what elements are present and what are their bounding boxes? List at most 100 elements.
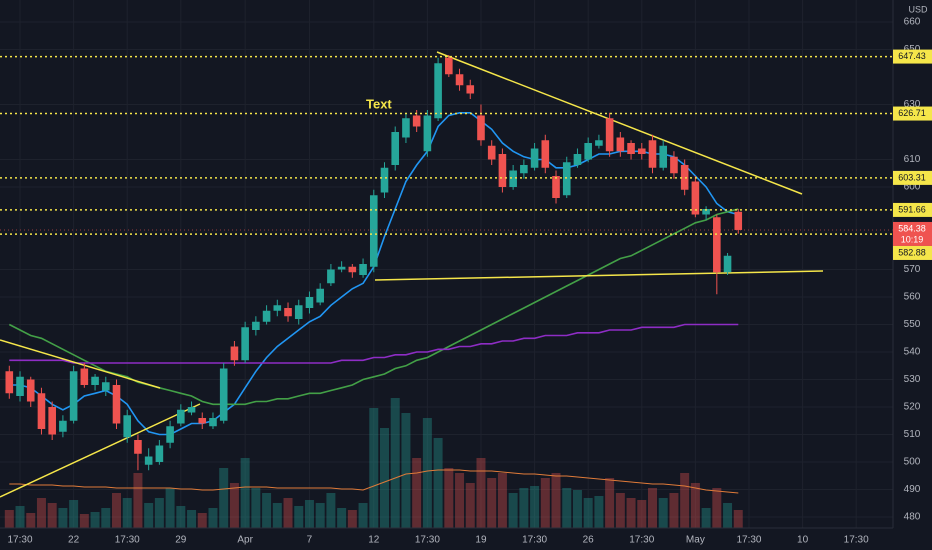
y-tick-label: 520 bbox=[904, 402, 921, 413]
candle-body bbox=[91, 376, 99, 385]
level-label: 591.66 bbox=[898, 204, 926, 214]
candle-body bbox=[5, 371, 14, 394]
candle-body bbox=[187, 407, 196, 413]
candle-body bbox=[455, 74, 464, 86]
annotation: Text bbox=[366, 96, 392, 111]
candle-body bbox=[294, 305, 303, 319]
candle-body bbox=[659, 145, 668, 168]
candle-body bbox=[155, 445, 164, 462]
volume-bar bbox=[380, 428, 389, 528]
volume-bar bbox=[133, 473, 143, 528]
volume-bar bbox=[669, 493, 679, 528]
volume-bar bbox=[626, 498, 636, 528]
candle-body bbox=[101, 382, 110, 391]
y-tick-label: 630 bbox=[904, 99, 921, 110]
candle-body bbox=[369, 195, 378, 267]
candle-body bbox=[209, 418, 217, 427]
candle-body bbox=[702, 209, 710, 215]
trend-line bbox=[436, 51, 803, 195]
candle-body bbox=[123, 415, 132, 438]
volume-bar bbox=[401, 413, 411, 528]
volume-bar bbox=[144, 503, 154, 528]
candle-body bbox=[616, 137, 625, 152]
candle-body bbox=[402, 118, 410, 138]
candle-body bbox=[337, 266, 346, 270]
candle-body bbox=[627, 143, 635, 154]
level-box bbox=[893, 106, 932, 121]
level-label: 647.43 bbox=[898, 51, 926, 61]
candle-body bbox=[412, 115, 421, 127]
candle-body bbox=[284, 308, 292, 317]
candle-body bbox=[112, 385, 121, 424]
candle-body bbox=[691, 181, 700, 215]
x-tick-label: 17:30 bbox=[115, 535, 140, 546]
volume-bar bbox=[36, 498, 46, 528]
candle-body bbox=[316, 288, 324, 303]
candle-body bbox=[305, 297, 314, 308]
y-tick-label: 490 bbox=[904, 484, 921, 495]
candle-body bbox=[648, 140, 657, 168]
volume-bar bbox=[69, 500, 79, 528]
y-tick-label: 510 bbox=[904, 429, 921, 440]
volume-bar bbox=[347, 510, 357, 528]
volume-bar bbox=[337, 508, 347, 528]
candle-body bbox=[584, 143, 592, 160]
volume-bar bbox=[58, 508, 68, 528]
volume-bar bbox=[723, 503, 733, 528]
candle-body bbox=[80, 368, 89, 385]
volume-bar bbox=[26, 513, 36, 528]
candle-body bbox=[734, 211, 743, 230]
candle-body bbox=[37, 393, 46, 429]
volume-bar bbox=[487, 478, 497, 528]
candle-body bbox=[541, 140, 550, 168]
candle-body bbox=[466, 85, 475, 94]
volume-bar bbox=[422, 418, 432, 528]
volume-bar bbox=[680, 473, 690, 528]
candle-layer bbox=[5, 55, 743, 471]
candle-body bbox=[59, 420, 67, 432]
candle-body bbox=[348, 266, 357, 273]
volume-bar bbox=[4, 510, 14, 528]
ma-line bbox=[9, 323, 739, 364]
candle-body bbox=[252, 321, 260, 330]
volume-bar bbox=[551, 473, 561, 528]
candle-body bbox=[573, 154, 582, 165]
candle-body bbox=[477, 115, 485, 141]
candle-body bbox=[26, 379, 35, 402]
candle-body bbox=[487, 145, 496, 160]
volume-bar bbox=[530, 486, 540, 528]
trend-line bbox=[0, 403, 201, 498]
volume-bar bbox=[583, 498, 593, 528]
volume-bar bbox=[519, 488, 529, 528]
volume-bar bbox=[701, 508, 711, 528]
level-label: 626.71 bbox=[898, 108, 926, 118]
candle-body bbox=[520, 165, 528, 174]
volume-bar bbox=[712, 488, 722, 528]
volume-bar bbox=[358, 503, 368, 528]
volume-bar bbox=[690, 483, 700, 528]
x-tick-label: 26 bbox=[583, 535, 595, 546]
volume-bar bbox=[315, 503, 325, 528]
candle-body bbox=[198, 418, 207, 424]
y-tick-label: 610 bbox=[904, 154, 921, 165]
volume-bar bbox=[15, 506, 25, 528]
y-tick-label: 480 bbox=[904, 512, 921, 523]
last-price-label: 584.38 bbox=[898, 223, 926, 233]
volume-bar bbox=[637, 500, 647, 528]
x-tick-label: 7 bbox=[307, 535, 313, 546]
candle-body bbox=[723, 255, 732, 273]
candle-body bbox=[166, 426, 174, 443]
candle-body bbox=[713, 217, 721, 273]
level-label: 582.88 bbox=[898, 247, 926, 257]
x-tick-label: 17:30 bbox=[522, 535, 547, 546]
y-tick-label: 530 bbox=[904, 374, 921, 385]
candle-body bbox=[595, 140, 603, 146]
candle-body bbox=[230, 346, 239, 361]
volume-bar bbox=[219, 468, 229, 528]
candle-body bbox=[262, 310, 271, 322]
candle-body bbox=[552, 176, 560, 198]
candle-body bbox=[219, 368, 228, 421]
volume-bar bbox=[433, 438, 443, 528]
candle-body bbox=[144, 456, 153, 465]
